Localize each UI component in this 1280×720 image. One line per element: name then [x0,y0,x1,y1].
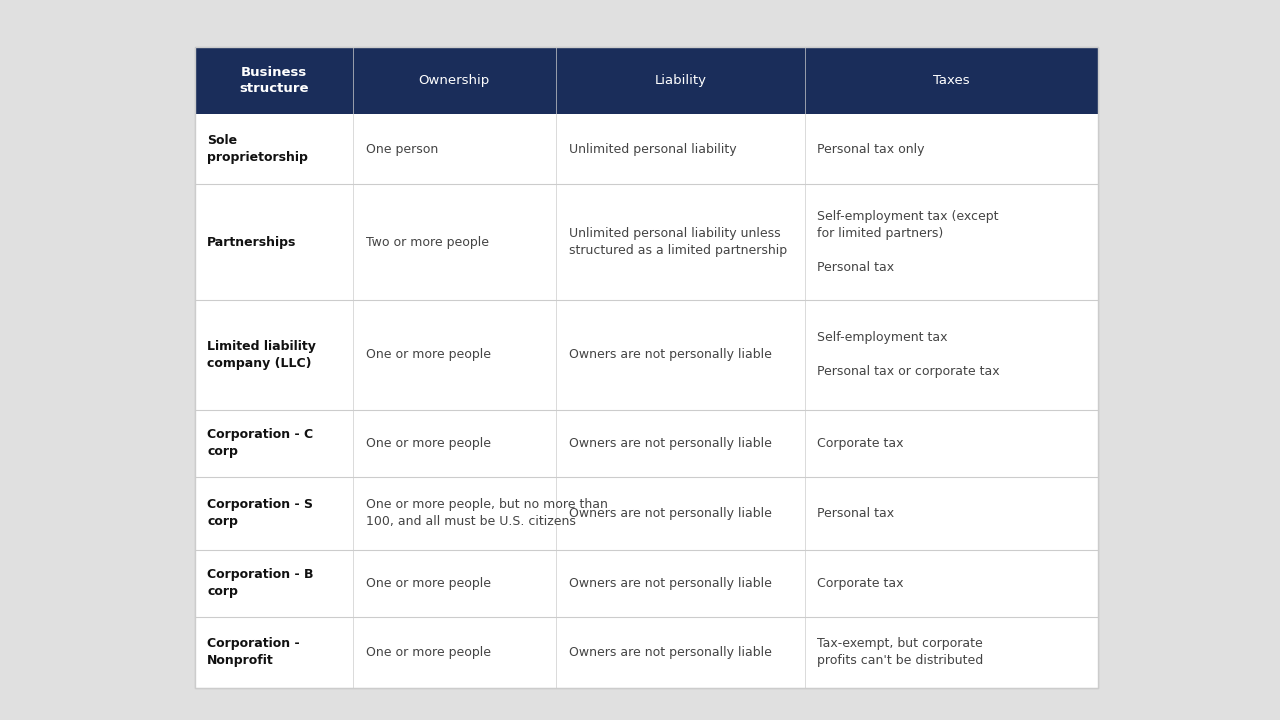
Text: Corporation -
Nonprofit: Corporation - Nonprofit [207,637,300,667]
Text: Ownership: Ownership [419,73,490,86]
FancyBboxPatch shape [195,617,1098,688]
Text: Sole
proprietorship: Sole proprietorship [207,134,308,164]
FancyBboxPatch shape [195,477,1098,550]
Text: Business
structure: Business structure [239,66,308,95]
FancyBboxPatch shape [195,550,1098,617]
Text: Owners are not personally liable: Owners are not personally liable [568,348,772,361]
Text: One or more people: One or more people [366,577,490,590]
Text: Taxes: Taxes [933,73,970,86]
Text: One or more people, but no more than
100, and all must be U.S. citizens: One or more people, but no more than 100… [366,498,608,528]
Text: Self-employment tax

Personal tax or corporate tax: Self-employment tax Personal tax or corp… [818,331,1000,379]
Text: Owners are not personally liable: Owners are not personally liable [568,577,772,590]
Text: One or more people: One or more people [366,646,490,659]
Text: One or more people: One or more people [366,436,490,449]
FancyBboxPatch shape [195,410,1098,477]
Text: Tax-exempt, but corporate
profits can't be distributed: Tax-exempt, but corporate profits can't … [818,637,983,667]
Text: Unlimited personal liability: Unlimited personal liability [568,143,736,156]
Text: Limited liability
company (LLC): Limited liability company (LLC) [207,340,316,370]
FancyBboxPatch shape [195,184,1098,300]
FancyBboxPatch shape [195,47,1098,688]
Text: One person: One person [366,143,438,156]
FancyBboxPatch shape [195,47,1098,114]
Text: Personal tax: Personal tax [818,507,895,520]
Text: Personal tax only: Personal tax only [818,143,925,156]
Text: One or more people: One or more people [366,348,490,361]
Text: Corporation - C
corp: Corporation - C corp [207,428,314,458]
Text: Owners are not personally liable: Owners are not personally liable [568,646,772,659]
Text: Unlimited personal liability unless
structured as a limited partnership: Unlimited personal liability unless stru… [568,228,787,257]
Text: Owners are not personally liable: Owners are not personally liable [568,507,772,520]
Text: Self-employment tax (except
for limited partners)

Personal tax: Self-employment tax (except for limited … [818,210,998,274]
Text: Liability: Liability [654,73,707,86]
Text: Owners are not personally liable: Owners are not personally liable [568,436,772,449]
FancyBboxPatch shape [195,300,1098,410]
Text: Partnerships: Partnerships [207,236,297,249]
Text: Corporation - S
corp: Corporation - S corp [207,498,314,528]
Text: Corporation - B
corp: Corporation - B corp [207,568,314,598]
FancyBboxPatch shape [195,114,1098,184]
Text: Corporate tax: Corporate tax [818,436,904,449]
Text: Two or more people: Two or more people [366,236,489,249]
Text: Corporate tax: Corporate tax [818,577,904,590]
